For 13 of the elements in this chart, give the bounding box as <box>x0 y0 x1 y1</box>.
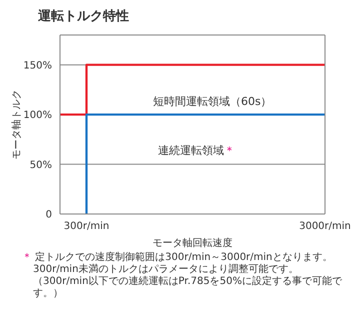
x-axis-title: モータ軸回転速度 <box>152 237 232 249</box>
y-tick-label: 0 <box>46 210 52 221</box>
x-tick-label: 3000r/min <box>299 221 351 232</box>
y-tick-label: 100% <box>23 110 52 122</box>
annotation: 連続運転領域＊ <box>158 143 235 158</box>
text: ＊ 定トルクでの速度制御範囲は300r/min～3000r/minとなります。 <box>22 252 334 264</box>
y-tick-label: 50% <box>30 160 52 171</box>
chart-title: 運転トルク特性 <box>38 8 130 26</box>
x-tick-label: 300r/min <box>64 221 110 232</box>
annotation: 短時間運転領域（60s） <box>153 94 272 109</box>
text: 300r/min未満のトルクはパラメータにより調整可能です。（300r/min以下での連続運転はPr.785を50%に設定する事で可能です。） <box>32 264 343 300</box>
y-axis-title: モータ軸トルク <box>10 90 23 160</box>
y-tick-label: 150% <box>23 60 52 72</box>
